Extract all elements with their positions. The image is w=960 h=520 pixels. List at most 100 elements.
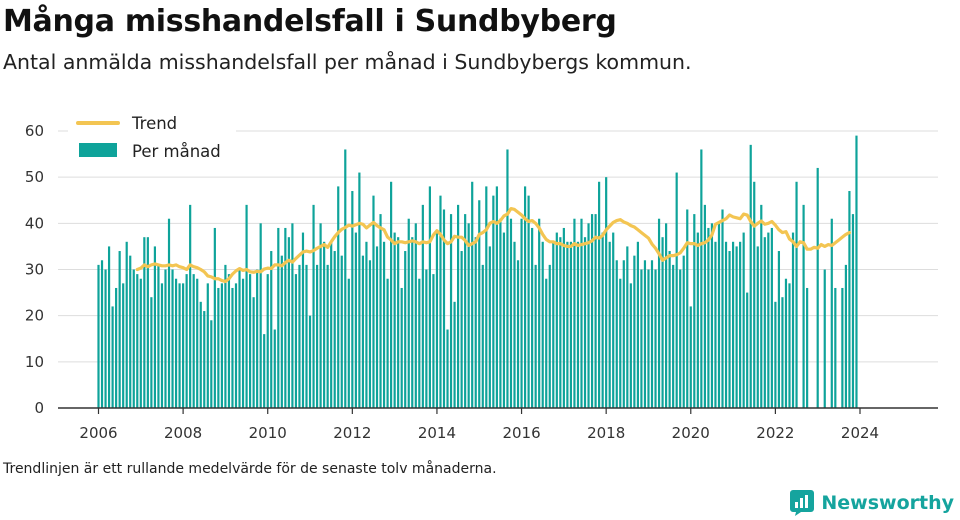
bar: [428, 186, 431, 408]
bar: [777, 251, 781, 408]
bar: [841, 287, 844, 408]
bar: [619, 278, 622, 408]
bar: [481, 264, 484, 408]
bar: [791, 232, 795, 408]
bar: [344, 149, 347, 408]
legend-label-trend: Trend: [131, 114, 177, 133]
bar: [182, 283, 185, 408]
bar: [171, 269, 174, 408]
bar: [185, 274, 188, 408]
bar: [97, 264, 100, 408]
bar: [686, 209, 689, 408]
bar: [495, 186, 498, 408]
y-tick-label: 40: [25, 214, 44, 232]
chart-subtitle: Antal anmälda misshandelsfall per månad …: [3, 50, 692, 74]
bar: [354, 232, 357, 408]
bar: [513, 241, 516, 408]
bar: [795, 181, 798, 408]
bar: [735, 246, 738, 408]
bar: [189, 204, 192, 408]
bar: [806, 287, 809, 408]
bar: [749, 144, 752, 408]
bar: [742, 232, 745, 408]
bar: [308, 315, 312, 408]
bar: [107, 246, 111, 408]
bar: [368, 260, 372, 408]
bar: [421, 204, 424, 408]
bar: [714, 241, 717, 408]
bar: [626, 246, 629, 408]
legend: Trend Per månad: [68, 110, 236, 168]
bar: [605, 177, 608, 408]
x-axis-ticks: 2006 2008 2010 2012 2014 2016 2018 2020 2022 2024: [79, 408, 879, 442]
bar: [594, 214, 597, 408]
y-tick-label: 50: [25, 168, 44, 186]
footnote: Trendlinjen är ett rullande medelvärde f…: [3, 461, 497, 477]
bar: [358, 172, 361, 408]
x-tick-label: 2010: [249, 424, 287, 442]
bar: [217, 287, 220, 408]
bar: [382, 241, 386, 408]
bar: [326, 264, 329, 408]
bar: [767, 232, 770, 408]
bar: [273, 329, 276, 408]
bar: [802, 204, 805, 408]
bar: [615, 260, 618, 408]
bar: [294, 274, 298, 408]
bar: [509, 218, 513, 408]
bar: [728, 251, 731, 408]
bar: [746, 292, 749, 408]
bar: [788, 283, 791, 408]
bar: [679, 269, 682, 408]
bar: [855, 135, 858, 408]
bar: [160, 283, 164, 408]
x-tick-label: 2006: [79, 424, 117, 442]
bar: [375, 246, 379, 408]
bar: [167, 218, 171, 408]
bar: [569, 241, 573, 408]
bar: [559, 237, 562, 408]
bar: [848, 191, 851, 408]
bar: [756, 246, 759, 408]
bar: [538, 218, 541, 408]
y-tick-label: 20: [25, 307, 44, 325]
bar: [816, 167, 819, 408]
bar: [199, 301, 202, 408]
bar: [478, 200, 481, 408]
bar: [629, 283, 632, 408]
newsworthy-logo-icon: [790, 490, 815, 516]
bar: [633, 255, 636, 408]
legend-background: [68, 110, 236, 168]
bar: [654, 269, 657, 408]
bar-series: [97, 135, 858, 408]
bar: [672, 264, 675, 408]
bar: [598, 181, 601, 408]
bar: [534, 264, 537, 408]
bar: [457, 204, 460, 408]
bar: [724, 241, 728, 408]
bar: [665, 223, 668, 408]
bar: [100, 260, 104, 408]
bar: [263, 334, 266, 408]
bar: [104, 269, 107, 408]
x-tick-label: 2024: [841, 424, 879, 442]
brand-name: Newsworthy: [821, 492, 954, 514]
bar: [492, 195, 495, 408]
legend-swatch-bar: [79, 143, 117, 157]
bar: [122, 283, 125, 408]
bar: [640, 269, 643, 408]
bar: [562, 227, 565, 408]
bar: [506, 149, 509, 408]
bar: [400, 287, 403, 408]
bar: [234, 283, 238, 408]
bar: [220, 283, 223, 408]
bar: [608, 241, 611, 408]
bar: [227, 274, 231, 408]
y-tick-label: 30: [25, 261, 44, 279]
trend-line: [135, 206, 852, 284]
bar: [245, 204, 248, 408]
x-tick-label: 2022: [756, 424, 794, 442]
bar: [115, 287, 118, 408]
bar: [541, 241, 544, 408]
brand[interactable]: Newsworthy: [789, 488, 954, 518]
